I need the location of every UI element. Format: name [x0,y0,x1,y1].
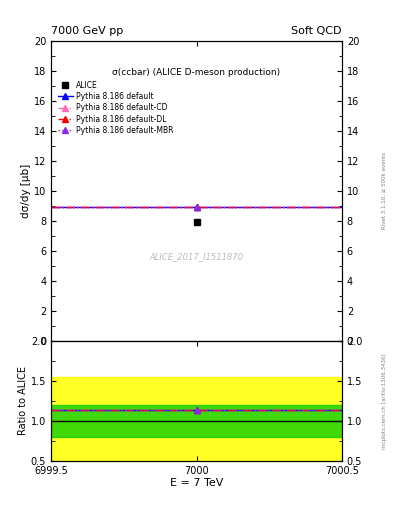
Text: Rivet 3.1.10, ≥ 500k events: Rivet 3.1.10, ≥ 500k events [382,153,387,229]
X-axis label: E = 7 TeV: E = 7 TeV [170,478,223,488]
Legend: ALICE, Pythia 8.186 default, Pythia 8.186 default-CD, Pythia 8.186 default-DL, P: ALICE, Pythia 8.186 default, Pythia 8.18… [58,81,174,135]
Text: 7000 GeV pp: 7000 GeV pp [51,26,123,36]
Text: σ(ccbar) (ALICE D-meson production): σ(ccbar) (ALICE D-meson production) [112,68,281,77]
Text: ALICE_2017_I1511870: ALICE_2017_I1511870 [149,252,244,262]
Bar [51,405,342,437]
Y-axis label: Ratio to ALICE: Ratio to ALICE [18,366,28,435]
Y-axis label: dσ/dy [μb]: dσ/dy [μb] [21,164,31,218]
Bar [51,377,342,465]
Text: mcplots.cern.ch [arXiv:1306.3436]: mcplots.cern.ch [arXiv:1306.3436] [382,353,387,449]
Text: Soft QCD: Soft QCD [292,26,342,36]
